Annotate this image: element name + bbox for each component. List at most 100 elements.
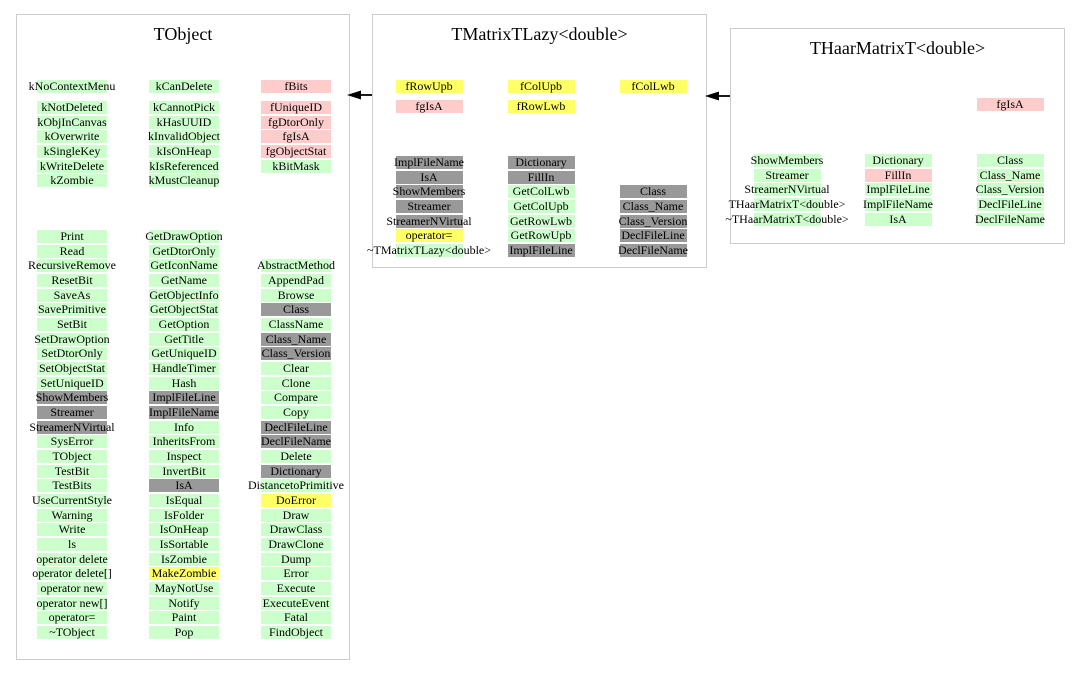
method-label: Warning [51, 507, 93, 522]
method-label: FindObject [269, 624, 323, 639]
method-cell: Class_Version [619, 214, 687, 228]
method-label: IsZombie [161, 551, 207, 566]
method-label: operator delete[] [32, 566, 112, 581]
method-cell: GetRowLwb [507, 213, 575, 228]
field-label: fColUpb [520, 79, 562, 93]
method-label: Copy [282, 404, 310, 419]
method-label: ExecuteEvent [262, 595, 330, 610]
method-cell: Dump [261, 552, 331, 566]
method-label: Compare [274, 390, 318, 405]
method-label: ShowMembers [392, 184, 466, 199]
field-cell: fgIsA [395, 99, 463, 113]
method-cell: Browse [261, 288, 331, 302]
method-cell: Fatal [261, 611, 331, 625]
method-cell: Paint [149, 611, 219, 625]
field-cell: kMustCleanup [149, 174, 219, 188]
method-label: Pop [174, 624, 194, 639]
method-cell: GetObjectStat [149, 303, 219, 317]
method-label: Read [59, 243, 85, 258]
method-cell: FillIn [507, 170, 575, 184]
method-label: MakeZombie [151, 566, 217, 581]
field-cell: kInvalidObject [148, 130, 220, 144]
method-label: Dictionary [515, 155, 567, 169]
field-label: kNoContextMenu [28, 79, 116, 93]
field-label: fgIsA [996, 97, 1024, 111]
field-label: fgObjectStat [265, 143, 327, 158]
method-cell: ResetBit [37, 273, 107, 287]
method-cell: Execute [261, 580, 331, 595]
method-label: Clone [281, 375, 311, 390]
method-cell: ExecuteEvent [261, 595, 331, 610]
method-cell: DistancetoPrimitive [248, 479, 344, 493]
field-label: kOverwrite [44, 129, 100, 144]
method-label: SysError [50, 434, 94, 449]
method-cell: Write [37, 522, 107, 537]
method-cell: ls [37, 537, 107, 551]
method-cell: FindObject [261, 624, 331, 639]
method-label: GetIconName [150, 258, 218, 273]
method-label: Clear [283, 360, 309, 375]
method-cell: operator= [395, 229, 463, 243]
method-label: Dictionary [872, 153, 924, 167]
method-label: Class_Name [265, 331, 327, 346]
field-cell: kIsOnHeap [149, 144, 219, 158]
method-label: operator new[] [36, 595, 108, 610]
method-cell: Class [261, 303, 331, 317]
method-cell: Dictionary [261, 464, 331, 478]
method-cell: TestBit [37, 464, 107, 478]
method-cell: Delete [261, 449, 331, 463]
method-label: SetUniqueID [40, 375, 104, 390]
method-label: IsSortable [159, 536, 209, 551]
method-cell: SavePrimitive [37, 303, 107, 317]
method-label: IsA [175, 478, 193, 493]
field-cell: kOverwrite [37, 129, 107, 144]
field-label: kObjInCanvas [37, 114, 107, 129]
method-cell: Class_Version [261, 346, 331, 361]
method-cell: ShowMembers [36, 391, 108, 405]
field-label: kZombie [50, 173, 94, 188]
method-cell: InvertBit [149, 464, 219, 478]
method-cell: operator new [37, 580, 107, 595]
method-label: GetRowLwb [510, 213, 572, 228]
method-cell: ClassName [261, 317, 331, 331]
method-label: Execute [276, 580, 316, 595]
method-cell: Class [976, 154, 1044, 167]
method-label: TestBits [52, 478, 92, 493]
field-cell: kBitMask [261, 159, 331, 173]
field-cell: kWriteDelete [37, 159, 107, 173]
field-label: kHasUUID [156, 114, 212, 129]
method-label: StreamerNVirtual [29, 419, 115, 434]
method-label: IsEqual [165, 492, 203, 507]
method-cell: DeclFileLine [261, 420, 331, 434]
method-cell: DrawClone [261, 537, 331, 551]
inheritance-arrow-icon [347, 90, 372, 99]
method-label: StreamerNVirtual [386, 213, 472, 228]
field-label: kCannotPick [153, 100, 215, 114]
field-cell: fColLwb [619, 80, 687, 93]
method-cell: AppendPad [261, 273, 331, 287]
method-cell: RecursiveRemove [28, 259, 116, 273]
field-cell: kCannotPick [149, 101, 219, 114]
method-label: Print [60, 229, 84, 243]
method-cell: DeclFileName [618, 242, 688, 257]
method-label: ~THaarMatrixT<double> [725, 211, 849, 226]
method-cell: DoError [261, 493, 331, 507]
method-label: Notify [168, 595, 200, 610]
field-label: fRowUpb [405, 79, 453, 93]
class-title: TObject [153, 24, 213, 44]
method-label: DeclFileName [618, 242, 688, 257]
method-label: operator new [40, 580, 104, 595]
field-cell: kIsReferenced [149, 159, 219, 173]
method-label: Write [58, 522, 86, 537]
class-title: THaarMatrixT<double> [809, 38, 986, 58]
method-cell: Print [37, 230, 107, 243]
method-label: GetRowUpb [510, 228, 572, 243]
inheritance-arrow-icon [705, 91, 730, 100]
field-cell: fgDtorOnly [261, 115, 331, 129]
method-cell: ~TMatrixTLazy<double> [367, 243, 491, 257]
method-cell: ~THaarMatrixT<double> [725, 212, 849, 226]
method-label: Class_Version [261, 346, 331, 361]
field-label: fgIsA [415, 99, 443, 113]
method-cell: Class_Version [976, 183, 1044, 197]
